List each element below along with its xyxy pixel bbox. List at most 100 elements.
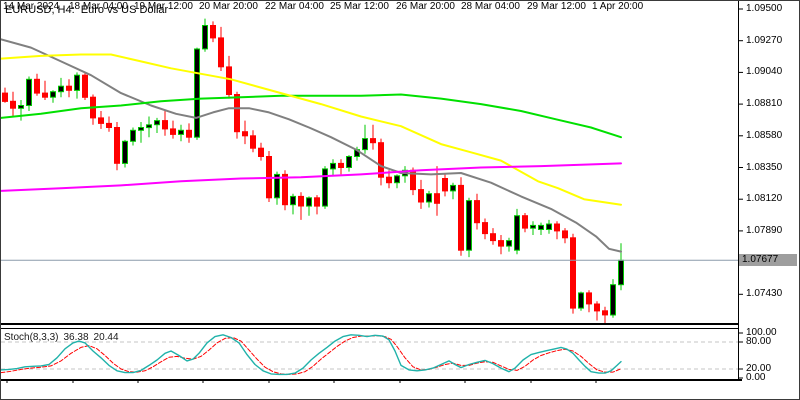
candle-bear: [522, 215, 528, 229]
x-axis-label: 19 Mar 12:00: [134, 1, 193, 12]
candle-bull: [274, 173, 280, 199]
candle-bull: [322, 168, 328, 207]
candle-bear: [170, 128, 176, 135]
candle-bull: [130, 129, 136, 142]
candle-bear: [442, 178, 448, 192]
candle-bear: [490, 233, 496, 242]
candle-bull: [530, 224, 536, 229]
stoch-scale-label: 0.00: [746, 372, 766, 383]
indicator-label: Stoch(8,3,3) 36.38 20.44: [4, 332, 124, 343]
candle-bull: [26, 78, 32, 107]
x-axis-label: 28 Mar 04:00: [461, 1, 520, 12]
candle-bull: [514, 215, 520, 251]
candle-bear: [242, 131, 248, 137]
candle-bear: [418, 189, 424, 203]
candle-bull: [394, 175, 400, 184]
stoch-main-line: [1, 334, 622, 376]
candle-bull: [138, 127, 144, 131]
y-axis-label: 1.07890: [746, 224, 783, 236]
candle-bear: [338, 162, 344, 168]
indicator-d-value: 20.44: [93, 332, 119, 343]
candle-bear: [10, 100, 16, 109]
candle-bull: [154, 120, 160, 126]
candle-bull: [362, 138, 368, 151]
candle-bear: [234, 94, 240, 133]
candle-bear: [82, 74, 88, 98]
y-axis-label: 1.08810: [746, 98, 783, 110]
ma-magenta: [1, 162, 622, 192]
candle-bear: [474, 200, 480, 224]
candle-bull: [546, 223, 552, 230]
candle-bear: [106, 122, 112, 129]
candle-bull: [178, 129, 184, 135]
x-axis-label: 1 Apr 20:00: [592, 1, 644, 12]
candle-bear: [378, 142, 384, 178]
candle-bull: [290, 195, 296, 206]
candle-bull: [426, 193, 432, 203]
candle-bear: [554, 223, 560, 232]
y-axis-label: 1.09040: [746, 66, 783, 78]
stoch-signal-line: [1, 335, 622, 375]
indicator-name: Stoch(8,3,3): [4, 332, 59, 343]
time-axis-line: [1, 379, 742, 381]
candle-bull: [194, 48, 200, 138]
candle-bear: [602, 310, 608, 316]
y-axis-label: 1.08120: [746, 193, 783, 205]
candle-bear: [258, 147, 264, 157]
candle-bear: [114, 127, 120, 164]
x-axis-label: 25 Mar 12:00: [330, 1, 389, 12]
candle-bear: [458, 184, 464, 251]
x-axis-label: 26 Mar 20:00: [396, 1, 455, 12]
candle-bear: [162, 120, 168, 130]
candle-bear: [562, 230, 568, 239]
candle-bear: [594, 303, 600, 312]
x-axis-label: 29 Mar 12:00: [527, 1, 586, 12]
y-axis-label: 1.07430: [746, 288, 783, 300]
ma-yellow: [1, 53, 622, 206]
candle-bear: [98, 117, 104, 124]
candle-bull: [146, 124, 152, 129]
candle-bear: [226, 66, 232, 96]
stoch-scale-label: 100.00: [746, 327, 777, 338]
y-axis-label: 1.09500: [746, 3, 783, 14]
ma-fast-gray: [1, 38, 622, 253]
chart-title: EURUSD, H4: Euro vs US Dollar: [5, 4, 169, 16]
stoch-scale-label: 20.00: [746, 363, 772, 374]
indicator-k-value: 36.38: [63, 332, 89, 343]
candle-bull: [578, 292, 584, 309]
candle-bear: [434, 193, 440, 204]
candle-bear: [186, 129, 192, 138]
candle-bull: [330, 162, 336, 170]
candle-bull: [58, 85, 64, 93]
candle-bull: [450, 184, 456, 192]
candle-bull: [74, 74, 80, 91]
candle-bear: [282, 173, 288, 206]
current-price-label: 1.07677: [739, 254, 797, 267]
candle-bear: [386, 176, 392, 184]
candle-bear: [250, 135, 256, 149]
x-axis-label: 14 Mar 2024: [3, 1, 60, 12]
candle-bear: [42, 92, 48, 98]
panel-separator: [1, 323, 739, 325]
candle-bear: [498, 240, 504, 247]
candle-bear: [586, 292, 592, 305]
candle-bear: [66, 85, 72, 91]
candle-bear: [570, 237, 576, 309]
candle-bear: [210, 25, 216, 39]
candle-bull: [50, 91, 56, 98]
candle-bull: [618, 259, 624, 286]
candle-bear: [34, 78, 40, 94]
stoch-scale-label: 80.00: [746, 336, 772, 347]
x-axis-label: 18 Mar 04:00: [69, 1, 128, 12]
y-axis-label: 1.09270: [746, 34, 783, 46]
candle-bull: [538, 224, 544, 230]
candle-bear: [218, 37, 224, 68]
x-axis-label: 20 Mar 20:00: [199, 1, 258, 12]
candle-bull: [610, 284, 616, 316]
candle-bear: [482, 222, 488, 235]
candle-bull: [122, 140, 128, 164]
candle-bull: [18, 105, 24, 109]
candle-bear: [2, 92, 8, 102]
